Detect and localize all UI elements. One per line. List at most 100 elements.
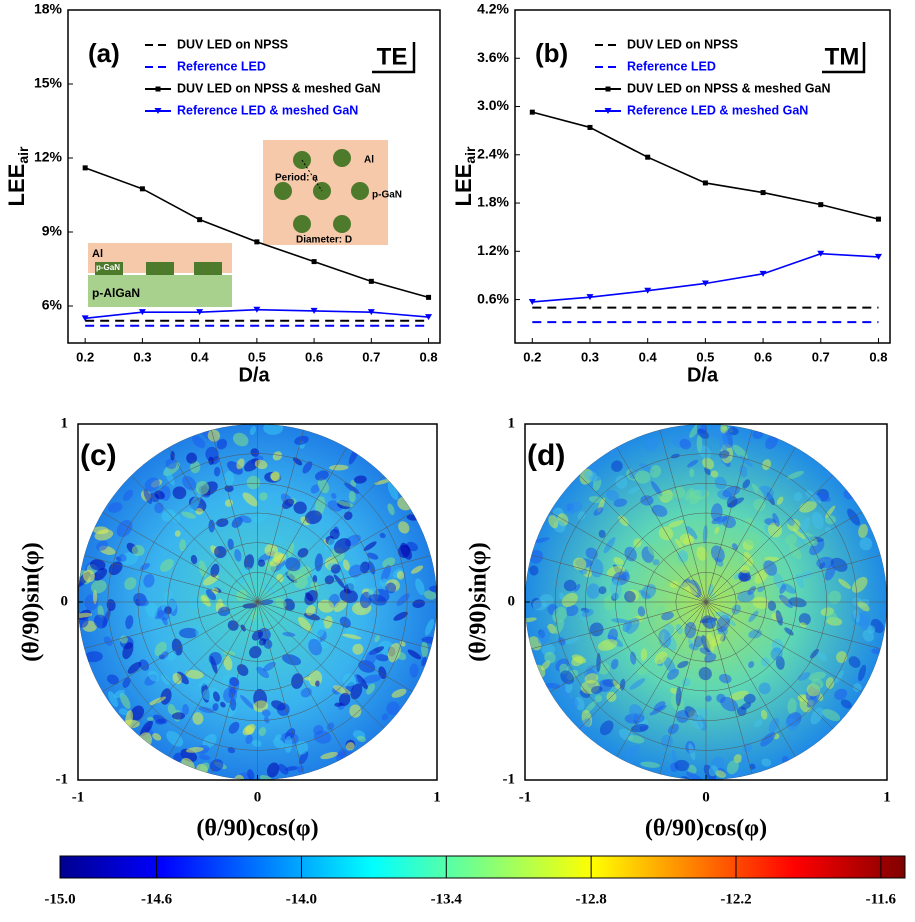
hole (293, 215, 311, 233)
point (644, 287, 652, 294)
polar-grid (658, 601, 707, 777)
y-axis-label-main: LEE (4, 164, 29, 207)
heatmap-blob (834, 688, 848, 701)
heatmap-blob (119, 692, 131, 710)
panel-label: (c) (80, 439, 117, 472)
heatmap-blob (748, 610, 759, 623)
heatmap-blob (682, 582, 698, 596)
heatmap-blob (537, 627, 550, 645)
heatmap-blob (597, 639, 618, 651)
heatmap-blob (589, 558, 604, 578)
polar-grid (210, 428, 258, 603)
heatmap-blob (292, 457, 303, 466)
polar-grid (705, 473, 835, 603)
polar-grid (101, 601, 258, 692)
point (529, 109, 535, 115)
heatmap-blob (350, 683, 363, 700)
heatmap-blob (729, 690, 749, 701)
point (197, 217, 203, 223)
heatmap-blob (684, 488, 694, 501)
heatmap-blob (606, 489, 620, 502)
plot-frame (67, 9, 441, 344)
point (310, 307, 318, 314)
heatmap-blob (421, 641, 429, 658)
polar-grid (257, 601, 431, 649)
heatmap-blob (741, 755, 749, 765)
heatmap-blob (354, 674, 362, 684)
heatmap-blob (599, 720, 614, 736)
point (528, 298, 536, 305)
colorbar (59, 855, 906, 879)
heatmap-blob (274, 536, 284, 543)
heatmap-blob (236, 664, 249, 676)
heatmap-blob (781, 583, 796, 594)
heatmap-blob (409, 663, 419, 678)
heatmap-blob (89, 559, 106, 571)
colorbar-tick-label: -13.4 (431, 891, 463, 907)
heatmap-blob (770, 647, 783, 661)
polar-grid (705, 427, 754, 603)
y-axis-label-sub: air (462, 146, 478, 164)
point (587, 124, 593, 130)
point (139, 186, 145, 192)
heatmap-blob (333, 685, 351, 695)
heatmap-blob (710, 470, 719, 478)
heatmap-blob (160, 558, 174, 572)
heatmap-blob (629, 704, 644, 722)
heatmap-blob (625, 744, 640, 758)
heatmap-blob (565, 605, 579, 617)
heatmap-blob (667, 520, 684, 528)
heatmap-blob (165, 458, 177, 470)
heatmap-blob (263, 661, 276, 672)
heatmap-blob (236, 458, 245, 470)
inset-label: Diameter: D (296, 235, 352, 246)
polar-grid (84, 601, 258, 649)
heatmap-blob (563, 579, 577, 592)
mode-label: TE (377, 43, 408, 70)
polar-grid (257, 555, 431, 603)
heatmap-blob (198, 706, 214, 714)
y-tick-label: 0 (508, 593, 516, 609)
heatmap-blob (421, 656, 427, 667)
y-tick-label: 0 (61, 593, 69, 609)
heatmap-blob (811, 511, 824, 530)
heatmap-blob (278, 763, 289, 775)
heatmap-blob (118, 708, 129, 716)
heatmap-blob (167, 704, 176, 715)
heatmap-blob (429, 585, 437, 593)
heatmap-blob (146, 716, 154, 721)
heatmap-blob (120, 551, 139, 566)
heatmap-blob (368, 594, 387, 606)
heatmap-blob (236, 589, 247, 601)
heatmap-blob (638, 589, 651, 599)
heatmap-blob (674, 759, 690, 772)
heatmap-blob (714, 526, 720, 534)
polar-grid (705, 554, 881, 603)
heatmap-blob (671, 749, 678, 766)
point (196, 309, 204, 316)
heatmap-blob (787, 470, 804, 480)
heatmap-blob (853, 609, 860, 623)
heatmap-blob (208, 651, 222, 666)
legend-label: DUV LED on NPSS (177, 37, 288, 51)
heatmap-blob (272, 451, 283, 461)
heatmap-blob (352, 643, 364, 655)
heatmap-blob (688, 743, 696, 760)
heatmap-blob (603, 537, 616, 554)
polar-grid (549, 511, 707, 603)
heatmap-blob (223, 655, 233, 671)
heatmap-blob (282, 498, 295, 509)
heatmap-blob (591, 685, 603, 694)
heatmap-blob (391, 688, 407, 698)
heatmap-blob (330, 564, 341, 574)
heatmap-blob (716, 614, 730, 633)
heatmap-blob (249, 425, 256, 436)
layer-gan (194, 262, 222, 275)
heatmap-blob (156, 610, 170, 621)
hole (274, 182, 292, 200)
heatmap-blob (124, 577, 137, 590)
hole (333, 215, 351, 233)
heatmap-blob (305, 605, 316, 616)
heatmap-blob (677, 660, 689, 669)
heatmap-blob (348, 564, 363, 578)
